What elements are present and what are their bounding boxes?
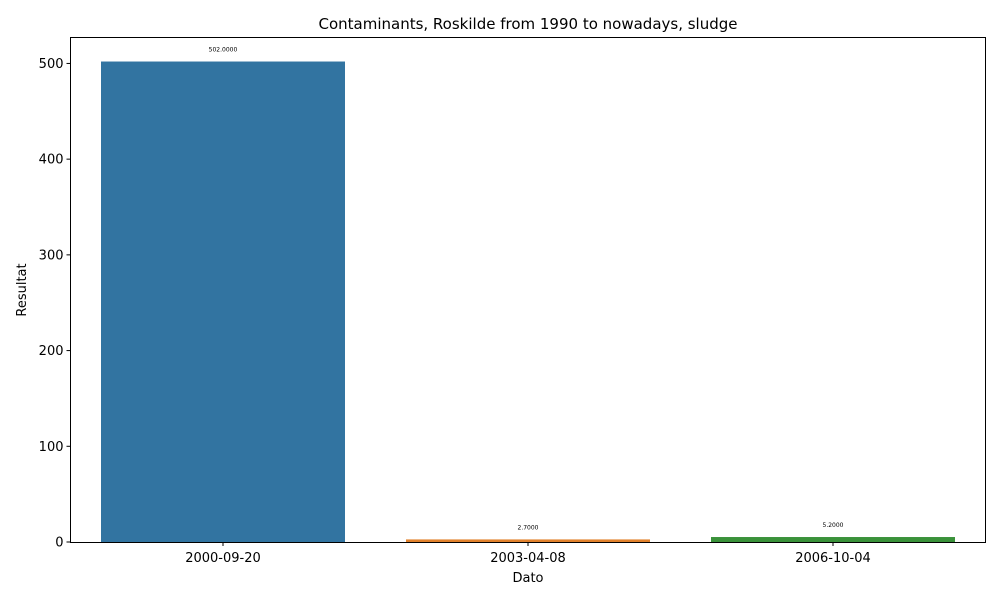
y-axis-label: Resultat (15, 263, 30, 316)
y-tick-label: 400 (39, 153, 64, 168)
data-label-2006-10-04: 5.2000 (823, 522, 844, 529)
y-axis: 0 100 200 300 400 500 (39, 57, 71, 551)
x-tick-label: 2003-04-08 (490, 551, 566, 566)
y-tick-label: 0 (55, 536, 63, 551)
y-tick-label: 100 (39, 440, 64, 455)
data-labels: 502.0000 2.7000 5.2000 (209, 47, 844, 532)
y-tick-label: 300 (39, 248, 64, 263)
bar-2000-09-20 (101, 61, 345, 543)
bar-2003-04-08 (406, 539, 650, 542)
y-tick-label: 200 (39, 344, 64, 359)
chart-title: Contaminants, Roskilde from 1990 to nowa… (318, 15, 737, 33)
data-label-2003-04-08: 2.7000 (518, 524, 539, 531)
x-tick-label: 2006-10-04 (795, 551, 871, 566)
data-label-2000-09-20: 502.0000 (209, 47, 238, 54)
x-axis-label: Dato (512, 571, 543, 586)
bars (101, 61, 955, 543)
x-axis: 2000-09-20 2003-04-08 2006-10-04 (185, 542, 871, 566)
x-tick-label: 2000-09-20 (185, 551, 261, 566)
y-tick-label: 500 (39, 57, 64, 72)
bar-2006-10-04 (711, 537, 955, 542)
